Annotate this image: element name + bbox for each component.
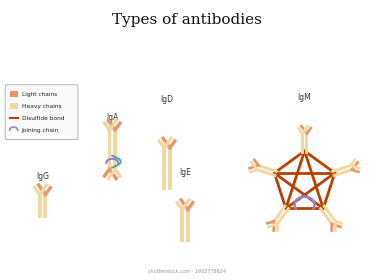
Text: Types of antibodies: Types of antibodies [112, 13, 262, 27]
Text: IgG: IgG [36, 172, 49, 181]
Polygon shape [319, 207, 333, 225]
Polygon shape [175, 200, 184, 212]
Polygon shape [39, 183, 49, 194]
Polygon shape [106, 169, 116, 181]
Polygon shape [331, 164, 351, 173]
Polygon shape [297, 126, 304, 136]
Polygon shape [168, 148, 172, 190]
Polygon shape [162, 148, 166, 190]
Polygon shape [301, 134, 304, 154]
Polygon shape [273, 204, 287, 222]
Polygon shape [249, 160, 257, 170]
Polygon shape [113, 145, 117, 169]
Polygon shape [249, 168, 259, 173]
Polygon shape [300, 124, 307, 134]
Polygon shape [186, 210, 190, 242]
Polygon shape [332, 223, 342, 228]
Polygon shape [38, 195, 42, 218]
Polygon shape [36, 183, 46, 194]
Text: IgM: IgM [298, 93, 312, 102]
Text: IgE: IgE [179, 168, 191, 177]
Polygon shape [109, 169, 119, 181]
Polygon shape [305, 134, 308, 154]
Polygon shape [272, 222, 275, 232]
Polygon shape [168, 139, 177, 150]
Polygon shape [182, 198, 191, 209]
Text: Joining chain: Joining chain [22, 128, 59, 132]
Polygon shape [102, 121, 112, 132]
Polygon shape [43, 185, 53, 197]
Polygon shape [352, 165, 361, 170]
Polygon shape [102, 167, 112, 178]
Polygon shape [349, 158, 356, 167]
Polygon shape [352, 160, 359, 170]
Polygon shape [109, 118, 119, 130]
Polygon shape [258, 164, 278, 173]
Polygon shape [106, 118, 116, 130]
Text: Heavy chains: Heavy chains [22, 104, 61, 109]
Polygon shape [332, 168, 352, 177]
Polygon shape [113, 167, 122, 178]
Polygon shape [305, 126, 313, 136]
Text: shutterstock.com · 1902778624: shutterstock.com · 1902778624 [148, 269, 226, 274]
Bar [108, 154, 111, 169]
Polygon shape [108, 145, 111, 169]
Polygon shape [248, 165, 258, 170]
Polygon shape [302, 124, 310, 134]
FancyBboxPatch shape [5, 85, 78, 139]
Polygon shape [350, 168, 360, 173]
Polygon shape [322, 204, 337, 222]
Text: IgD: IgD [160, 95, 174, 104]
Polygon shape [33, 185, 42, 197]
Text: Light chains: Light chains [22, 92, 57, 97]
Polygon shape [276, 223, 279, 232]
Polygon shape [113, 121, 122, 132]
Polygon shape [108, 130, 111, 154]
Polygon shape [276, 207, 291, 225]
Bar [10, 103, 18, 109]
Polygon shape [267, 223, 277, 228]
Polygon shape [334, 222, 337, 232]
Polygon shape [157, 139, 166, 150]
Polygon shape [186, 200, 195, 212]
Polygon shape [113, 130, 117, 154]
Bar [10, 91, 18, 97]
Polygon shape [257, 168, 277, 177]
Polygon shape [266, 220, 276, 225]
Polygon shape [334, 220, 343, 225]
Polygon shape [43, 195, 47, 218]
Polygon shape [164, 136, 174, 148]
Polygon shape [180, 210, 184, 242]
Text: IgA: IgA [106, 113, 119, 122]
Polygon shape [161, 136, 171, 148]
Bar [113, 154, 117, 169]
Polygon shape [330, 223, 333, 232]
Text: Disulfide bond: Disulfide bond [22, 116, 64, 121]
Polygon shape [179, 198, 188, 209]
Polygon shape [252, 158, 260, 167]
